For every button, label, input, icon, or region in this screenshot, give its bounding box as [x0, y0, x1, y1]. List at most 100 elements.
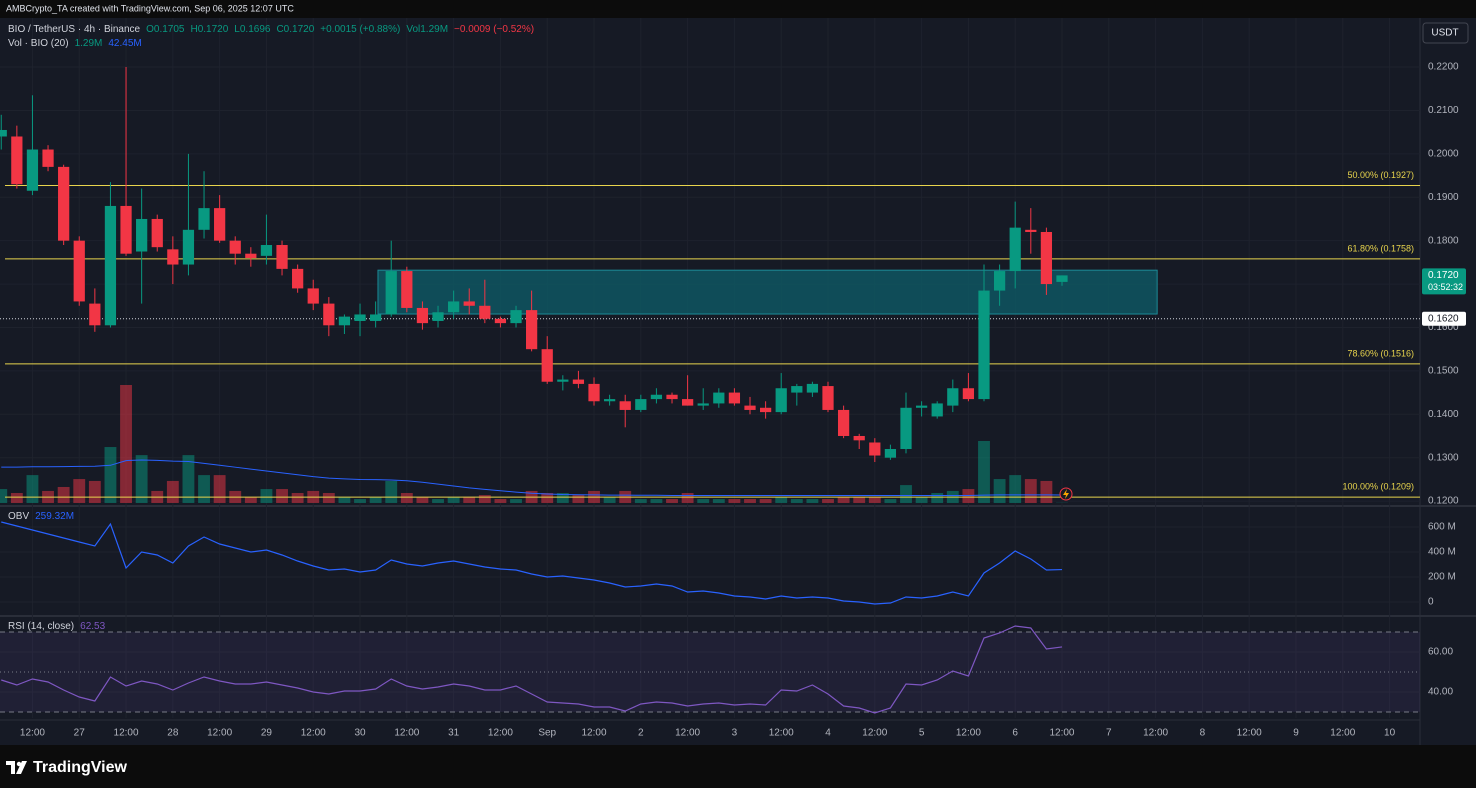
candle-body [42, 149, 54, 167]
volume-change: −0.0009 (−0.52%) [454, 24, 535, 35]
candle-body [214, 208, 226, 241]
candle-body [666, 394, 678, 400]
x-tick-label: 8 [1200, 728, 1206, 739]
x-tick-label: 12:00 [769, 728, 794, 739]
volume-bar [775, 496, 788, 503]
x-tick-label: 12:00 [20, 728, 45, 739]
volume-bar [478, 495, 491, 503]
candle-body [744, 405, 756, 410]
x-tick-label: 12:00 [675, 728, 700, 739]
x-tick-label: 6 [1012, 728, 1018, 739]
y-tick-label: 0.1200 [1428, 496, 1459, 507]
candle-body [416, 307, 429, 324]
volume-bar [338, 496, 351, 503]
x-tick-label: 12:00 [956, 728, 981, 739]
volume-bar [400, 493, 413, 503]
x-tick-label: 12:00 [114, 728, 139, 739]
volume-legend: Vol · BIO (20) 1.29M 42.45M [8, 38, 142, 49]
candle-body [292, 268, 304, 289]
last-price-box [1422, 268, 1466, 295]
candle-body [572, 379, 585, 384]
volume-bar [822, 499, 834, 503]
y-tick-label: 0.1600 [1428, 322, 1459, 333]
candle-body [526, 310, 538, 350]
indicator-line [1, 625, 1063, 714]
volume-bar [556, 493, 569, 503]
zone [377, 269, 1158, 315]
candle-body [1009, 227, 1021, 272]
candle-body [136, 218, 148, 252]
x-tick-label: 9 [1293, 728, 1299, 739]
candle-body [650, 394, 663, 400]
volume-bar [853, 496, 866, 503]
volume-bar [104, 447, 117, 503]
ohlc-high: H0.1720 [190, 24, 229, 35]
labels: 12:00 27 12:00 28 12:00 29 12:00 30 12:00 31 12:00… [20, 62, 1466, 739]
candle-body [869, 442, 881, 456]
volume-bar [322, 493, 335, 503]
candle-body [58, 166, 70, 241]
volume-bar [884, 499, 897, 503]
volume-bar [73, 479, 86, 503]
symbol-legend: BIO / TetherUS · 4h · Binance O0.1705 H0… [8, 24, 534, 35]
candle-body [510, 310, 522, 324]
volume-bar [868, 496, 881, 503]
volume-ma-value: 42.45M [108, 38, 142, 49]
grid [0, 18, 1420, 718]
rsi-title: RSI (14, close) [8, 621, 75, 632]
x-tick-label: 12:00 [582, 728, 607, 739]
volume-bar [759, 499, 772, 503]
candle-body [463, 301, 475, 306]
indicator-line [1, 521, 1063, 605]
currency-button[interactable] [1422, 22, 1469, 44]
volume-bar [962, 489, 975, 503]
y-tick-label: 0.1300 [1428, 452, 1459, 463]
volume-bar [0, 489, 8, 503]
volume-bar [182, 455, 195, 503]
candle-body [0, 129, 7, 137]
candle-body [229, 240, 241, 254]
volume-bar [198, 475, 210, 503]
volume-bar [166, 480, 179, 503]
brand-name: TradingView [33, 759, 128, 776]
volume-value: 1.29M [74, 38, 103, 49]
volume-bar [510, 499, 522, 503]
candle-body [775, 388, 787, 413]
x-tick-label: 5 [919, 728, 925, 739]
chart-background [0, 18, 1476, 745]
obv-value: 259.32M [35, 511, 75, 522]
candle-body [26, 149, 39, 191]
y-tick-label: 200 M [1428, 572, 1456, 583]
candle-body [120, 205, 132, 254]
currency-label[interactable]: USDT [1431, 28, 1458, 39]
volume-bar [712, 499, 725, 503]
candle-body [947, 388, 959, 406]
x-tick-label: 29 [261, 728, 273, 739]
x-tick-label: 3 [732, 728, 738, 739]
candle-body [1040, 231, 1053, 285]
ohlc-close: C0.1720 [276, 24, 315, 35]
y-tick-label: 40.00 [1428, 687, 1453, 698]
volume-bar [541, 493, 554, 503]
candle-body [619, 401, 631, 410]
countdown: 03:52:32 [1428, 282, 1463, 292]
candle-body [635, 399, 647, 410]
volume-bar [1009, 475, 1022, 503]
x-tick-label: 12:00 [301, 728, 326, 739]
volume-bar [494, 499, 507, 503]
price-line-box [1422, 311, 1466, 326]
volume-bar [463, 496, 476, 503]
x-tick-label: 12:00 [394, 728, 419, 739]
volume-bar [603, 496, 616, 503]
y-tick-label: 60.00 [1428, 647, 1453, 658]
candle-body [182, 229, 195, 265]
volume-bar [790, 499, 803, 503]
x-tick-label: 12:00 [862, 728, 887, 739]
candle-body [448, 301, 460, 313]
volume-bar [993, 479, 1006, 503]
candle-body [260, 245, 273, 256]
candle-body [245, 253, 257, 259]
volume-bar [837, 496, 850, 503]
x-tick-label: 12:00 [1143, 728, 1168, 739]
